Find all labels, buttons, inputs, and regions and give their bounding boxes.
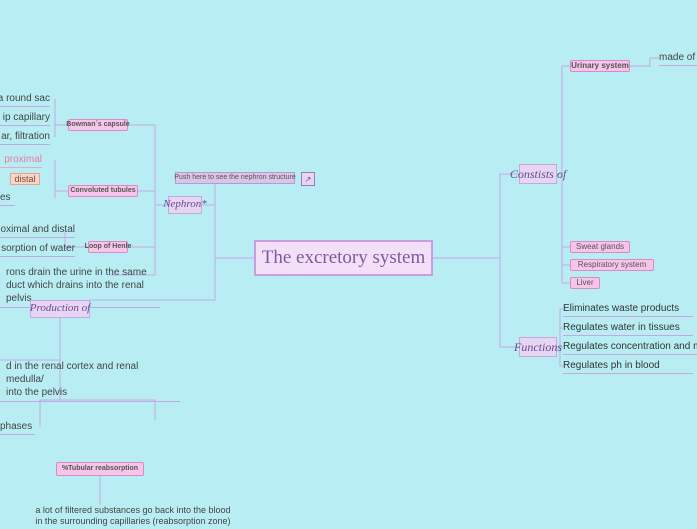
bowman-2: ip capillary <box>0 112 50 126</box>
func-1: Eliminates waste products <box>563 303 693 317</box>
loop-2: sorption of water <box>0 243 75 257</box>
root-node[interactable]: The excretory system <box>254 240 433 276</box>
sweat-glands-node[interactable]: Sweat glands <box>570 241 630 253</box>
external-link-icon[interactable]: ↗ <box>301 172 315 186</box>
prod-text: d in the renal cortex and renal medulla/… <box>0 358 180 402</box>
bowman-node[interactable]: Bowman´s capsule <box>68 119 128 131</box>
loop-node[interactable]: Loop of Henle <box>88 241 128 253</box>
convoluted-node[interactable]: Convoluted tubules <box>68 185 138 197</box>
made-of-leaf: made of <box>659 52 697 66</box>
func-3: Regulates concentration and minerals i <box>563 341 697 355</box>
tubular-node[interactable]: %Tubular reabsorption <box>56 462 144 476</box>
functions-node[interactable]: Functions <box>519 337 557 357</box>
func-4: Regulates ph in blood <box>563 360 693 374</box>
nephron-hint[interactable]: Push here to see the nephron structure <box>175 172 295 184</box>
urinary-system-node[interactable]: Urinary system <box>570 60 630 72</box>
phases: phases <box>0 421 35 435</box>
back-text: a lot of filtered substances go back int… <box>8 503 258 529</box>
consists-of-node[interactable]: Constists of <box>519 164 557 184</box>
bowman-3: ar, filtration <box>0 131 50 145</box>
liver-node[interactable]: Liver <box>570 277 600 289</box>
loop-1: oximal and distal <box>0 224 75 238</box>
proximal: proximal <box>0 154 42 168</box>
func-2: Regulates water in tissues <box>563 322 693 336</box>
production-node[interactable]: Production of <box>30 300 90 318</box>
respiratory-node[interactable]: Respiratory system <box>570 259 654 271</box>
bowman-1: a round sac <box>0 93 50 107</box>
distal[interactable]: distal <box>10 173 40 185</box>
nephron-node[interactable]: Nephron* <box>168 196 202 214</box>
es-leaf: es <box>0 192 15 206</box>
